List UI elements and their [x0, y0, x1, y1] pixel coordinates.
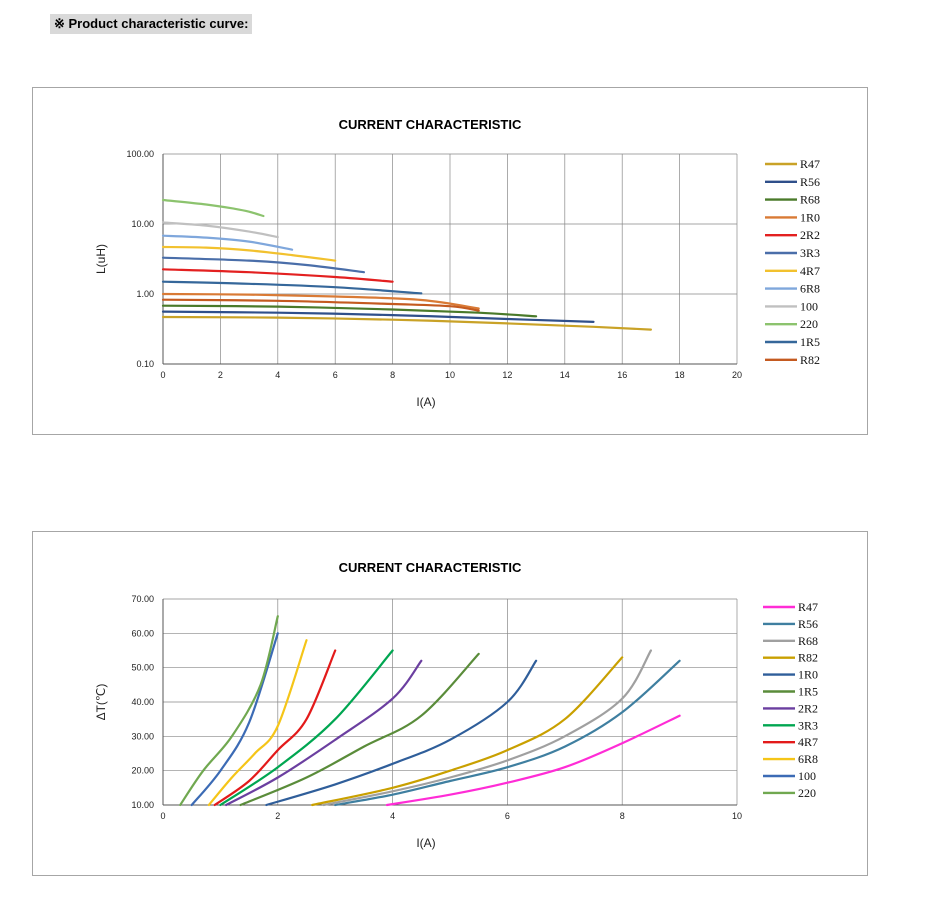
legend-label-100: 100 — [800, 299, 818, 313]
series-line-1R0 — [265, 659, 538, 807]
x-tick-label: 6 — [505, 811, 510, 821]
x-tick-label: 20 — [732, 370, 742, 380]
inductance-chart-panel: CURRENT CHARACTERISTIC 0 2 4 6 8 10 12 14 16 18 20 0… — [32, 87, 868, 435]
series-line-3R3 — [219, 649, 394, 807]
series-line-R68 — [161, 304, 538, 318]
series-line-4R7 — [213, 649, 337, 807]
legend-label-3R3: 3R3 — [798, 718, 818, 732]
legend-label-R82: R82 — [798, 651, 818, 665]
series-line-2R2 — [161, 268, 394, 283]
y-tick-label: 10.00 — [131, 219, 154, 229]
chart-title: CURRENT CHARACTERISTIC — [339, 117, 522, 132]
series-line-R56 — [161, 310, 595, 323]
series-line-100 — [190, 632, 279, 807]
series-line-220 — [179, 615, 279, 807]
series-line-3R3 — [161, 256, 365, 274]
y-axis-label: L(uH) — [94, 244, 108, 274]
legend-label-R47: R47 — [798, 600, 818, 614]
series-line-R56 — [334, 659, 681, 807]
series-line-R47 — [161, 315, 652, 331]
y-tick-label: 100.00 — [126, 149, 154, 159]
series-line-R82 — [311, 656, 624, 807]
legend-label-R82: R82 — [800, 353, 820, 367]
series-line-6R8 — [161, 234, 294, 251]
legend-label-R56: R56 — [800, 175, 820, 189]
legend-label-220: 220 — [800, 317, 818, 331]
legend-label-R68: R68 — [800, 193, 820, 207]
series-line-2R2 — [225, 659, 423, 807]
y-tick-label: 1.00 — [136, 289, 154, 299]
y-tick-label: 20.00 — [131, 766, 154, 776]
x-tick-label: 12 — [502, 370, 512, 380]
y-tick-label: 70.00 — [131, 594, 154, 604]
y-tick-label: 10.00 — [131, 800, 154, 810]
legend-label-1R5: 1R5 — [800, 335, 820, 349]
x-tick-label: 2 — [275, 811, 280, 821]
legend-label-2R2: 2R2 — [798, 701, 818, 715]
x-tick-label: 8 — [390, 370, 395, 380]
x-tick-label: 4 — [390, 811, 395, 821]
y-tick-label: 0.10 — [136, 359, 154, 369]
series-line-4R7 — [161, 245, 337, 262]
legend-label-220: 220 — [798, 786, 816, 800]
legend-label-1R0: 1R0 — [798, 668, 818, 682]
x-tick-label: 0 — [160, 811, 165, 821]
series-line-R47 — [385, 714, 681, 807]
legend-label-100: 100 — [798, 769, 816, 783]
legend-label-2R2: 2R2 — [800, 228, 820, 242]
legend-label-6R8: 6R8 — [798, 752, 818, 766]
x-axis-label: I(A) — [416, 395, 435, 409]
legend-label-3R3: 3R3 — [800, 246, 820, 260]
x-tick-label: 18 — [675, 370, 685, 380]
x-tick-label: 8 — [620, 811, 625, 821]
legend-label-6R8: 6R8 — [800, 282, 820, 296]
series-line-1R5 — [161, 280, 423, 295]
legend-label-R47: R47 — [800, 157, 820, 171]
x-axis-label: I(A) — [416, 836, 435, 850]
x-tick-label: 10 — [732, 811, 742, 821]
y-tick-label: 60.00 — [131, 628, 154, 638]
x-tick-label: 2 — [218, 370, 223, 380]
y-tick-label: 30.00 — [131, 731, 154, 741]
x-tick-label: 10 — [445, 370, 455, 380]
x-tick-label: 0 — [160, 370, 165, 380]
legend-label-1R5: 1R5 — [798, 685, 818, 699]
y-tick-label: 50.00 — [131, 663, 154, 673]
series-line-R68 — [322, 649, 652, 807]
series-line-6R8 — [207, 639, 308, 807]
series-line-100 — [161, 221, 279, 239]
legend-label-1R0: 1R0 — [800, 210, 820, 224]
series-line-1R5 — [239, 652, 480, 807]
chart-title: CURRENT CHARACTERISTIC — [339, 560, 522, 575]
y-tick-label: 40.00 — [131, 697, 154, 707]
series-line-R82 — [161, 298, 480, 312]
x-tick-label: 14 — [560, 370, 570, 380]
temperature-chart: CURRENT CHARACTERISTIC 0 2 4 6 8 10 10.00 20.00 3… — [94, 560, 818, 850]
legend-label-R56: R56 — [798, 617, 818, 631]
y-axis-label: ΔT(℃) — [94, 684, 108, 721]
x-tick-label: 4 — [275, 370, 280, 380]
legend-label-4R7: 4R7 — [800, 264, 820, 278]
series-line-220 — [161, 198, 265, 218]
page-heading: ※ Product characteristic curve: — [50, 14, 253, 34]
series-line-1R0 — [161, 292, 480, 310]
legend-label-4R7: 4R7 — [798, 735, 818, 749]
x-tick-label: 16 — [617, 370, 627, 380]
inductance-chart: CURRENT CHARACTERISTIC 0 2 4 6 8 10 12 14 16 18 20 0… — [94, 117, 820, 409]
temperature-chart-panel: CURRENT CHARACTERISTIC 0 2 4 6 8 10 10.00 20.00 3… — [32, 531, 868, 876]
legend-label-R68: R68 — [798, 634, 818, 648]
x-tick-label: 6 — [333, 370, 338, 380]
